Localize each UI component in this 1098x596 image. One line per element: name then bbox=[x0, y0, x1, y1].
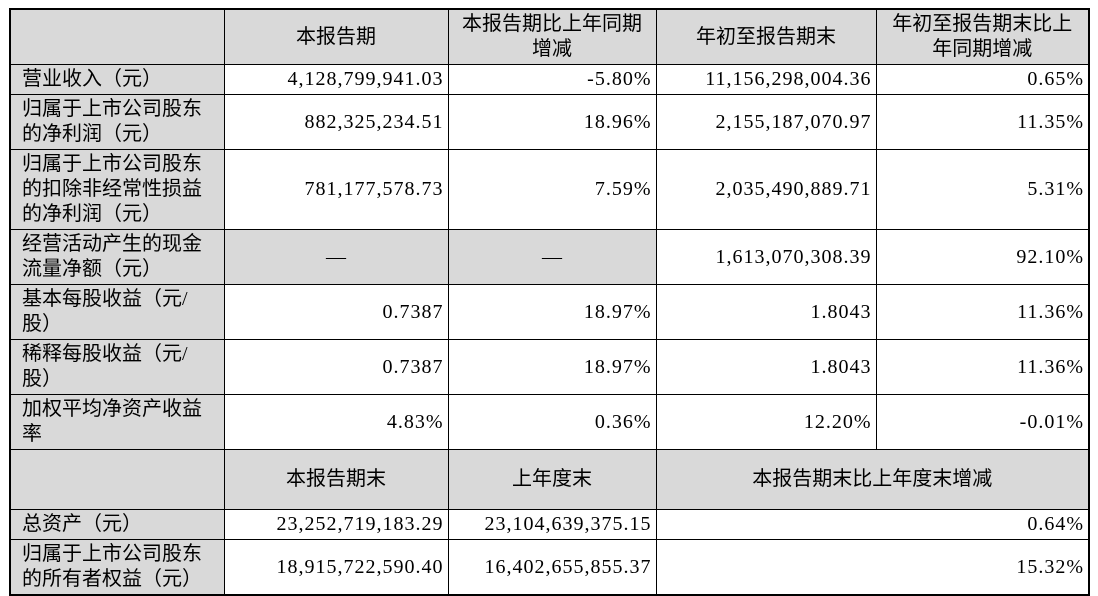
cell-dash: — bbox=[447, 229, 657, 285]
header-row-period-end: 本报告期末 上年度末 本报告期末比上年度末增减 bbox=[9, 449, 1090, 510]
header-current-period: 本报告期 bbox=[223, 8, 449, 65]
cell-value: 0.65% bbox=[875, 64, 1090, 95]
cell-value: 0.7387 bbox=[223, 339, 449, 395]
cell-value: -5.80% bbox=[447, 64, 657, 95]
header-period-end-change: 本报告期末比上年度末增减 bbox=[655, 449, 1090, 510]
cell-value: 0.7387 bbox=[223, 284, 449, 340]
row-label: 归属于上市公司股东的净利润（元） bbox=[9, 94, 225, 150]
cell-value: 11.35% bbox=[875, 94, 1090, 150]
row-net-profit-attributable: 归属于上市公司股东的净利润（元） 882,325,234.51 18.96% 2… bbox=[9, 94, 1090, 150]
row-label: 稀释每股收益（元/股） bbox=[9, 339, 225, 395]
cell-value: 18.97% bbox=[447, 339, 657, 395]
cell-value: 12.20% bbox=[655, 394, 877, 450]
cell-value: 2,035,490,889.71 bbox=[655, 149, 877, 230]
row-equity-attributable: 归属于上市公司股东的所有者权益（元） 18,915,722,590.40 16,… bbox=[9, 539, 1090, 596]
row-label: 加权平均净资产收益率 bbox=[9, 394, 225, 450]
cell-value: 11.36% bbox=[875, 339, 1090, 395]
cell-value: 5.31% bbox=[875, 149, 1090, 230]
row-label: 经营活动产生的现金流量净额（元） bbox=[9, 229, 225, 285]
cell-value: 11,156,298,004.36 bbox=[655, 64, 877, 95]
header-year-to-date-yoy-change: 年初至报告期末比上年同期增减 bbox=[875, 8, 1090, 65]
cell-value: 23,252,719,183.29 bbox=[223, 509, 449, 540]
row-net-profit-excl-nonrecurring: 归属于上市公司股东的扣除非经常性损益的净利润（元） 781,177,578.73… bbox=[9, 149, 1090, 230]
row-label: 归属于上市公司股东的扣除非经常性损益的净利润（元） bbox=[9, 149, 225, 230]
row-label: 基本每股收益（元/股） bbox=[9, 284, 225, 340]
row-label: 归属于上市公司股东的所有者权益（元） bbox=[9, 539, 225, 596]
header-current-period-yoy-change: 本报告期比上年同期增减 bbox=[447, 8, 657, 65]
cell-value: 882,325,234.51 bbox=[223, 94, 449, 150]
cell-value: 18.96% bbox=[447, 94, 657, 150]
row-label: 营业收入（元） bbox=[9, 64, 225, 95]
cell-value: 781,177,578.73 bbox=[223, 149, 449, 230]
cell-value: 1.8043 bbox=[655, 284, 877, 340]
header-prior-year-end: 上年度末 bbox=[447, 449, 657, 510]
corner-cell-top bbox=[9, 8, 225, 65]
header-row-period: 本报告期 本报告期比上年同期增减 年初至报告期末 年初至报告期末比上年同期增减 bbox=[9, 8, 1090, 65]
cell-value: -0.01% bbox=[875, 394, 1090, 450]
row-total-assets: 总资产（元） 23,252,719,183.29 23,104,639,375.… bbox=[9, 509, 1090, 540]
cell-value: 16,402,655,855.37 bbox=[447, 539, 657, 596]
financial-summary-table: 本报告期 本报告期比上年同期增减 年初至报告期末 年初至报告期末比上年同期增减 … bbox=[9, 8, 1090, 596]
row-diluted-eps: 稀释每股收益（元/股） 0.7387 18.97% 1.8043 11.36% bbox=[9, 339, 1090, 395]
cell-value: 18.97% bbox=[447, 284, 657, 340]
cell-value: 15.32% bbox=[655, 539, 1090, 596]
cell-value: 0.64% bbox=[655, 509, 1090, 540]
cell-value: 4,128,799,941.03 bbox=[223, 64, 449, 95]
row-basic-eps: 基本每股收益（元/股） 0.7387 18.97% 1.8043 11.36% bbox=[9, 284, 1090, 340]
header-year-to-date: 年初至报告期末 bbox=[655, 8, 877, 65]
header-current-period-end: 本报告期末 bbox=[223, 449, 449, 510]
cell-dash: — bbox=[223, 229, 449, 285]
cell-value: 18,915,722,590.40 bbox=[223, 539, 449, 596]
cell-value: 1.8043 bbox=[655, 339, 877, 395]
cell-value: 0.36% bbox=[447, 394, 657, 450]
row-operating-revenue: 营业收入（元） 4,128,799,941.03 -5.80% 11,156,2… bbox=[9, 64, 1090, 95]
cell-value: 7.59% bbox=[447, 149, 657, 230]
cell-value: 4.83% bbox=[223, 394, 449, 450]
cell-value: 11.36% bbox=[875, 284, 1090, 340]
cell-value: 1,613,070,308.39 bbox=[655, 229, 877, 285]
cell-value: 23,104,639,375.15 bbox=[447, 509, 657, 540]
row-label: 总资产（元） bbox=[9, 509, 225, 540]
cell-value: 92.10% bbox=[875, 229, 1090, 285]
corner-cell-bottom bbox=[9, 449, 225, 510]
row-weighted-avg-roe: 加权平均净资产收益率 4.83% 0.36% 12.20% -0.01% bbox=[9, 394, 1090, 450]
cell-value: 2,155,187,070.97 bbox=[655, 94, 877, 150]
row-operating-cash-flow: 经营活动产生的现金流量净额（元） — — 1,613,070,308.39 92… bbox=[9, 229, 1090, 285]
